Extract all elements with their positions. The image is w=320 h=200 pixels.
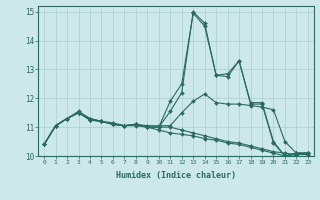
X-axis label: Humidex (Indice chaleur): Humidex (Indice chaleur) xyxy=(116,171,236,180)
